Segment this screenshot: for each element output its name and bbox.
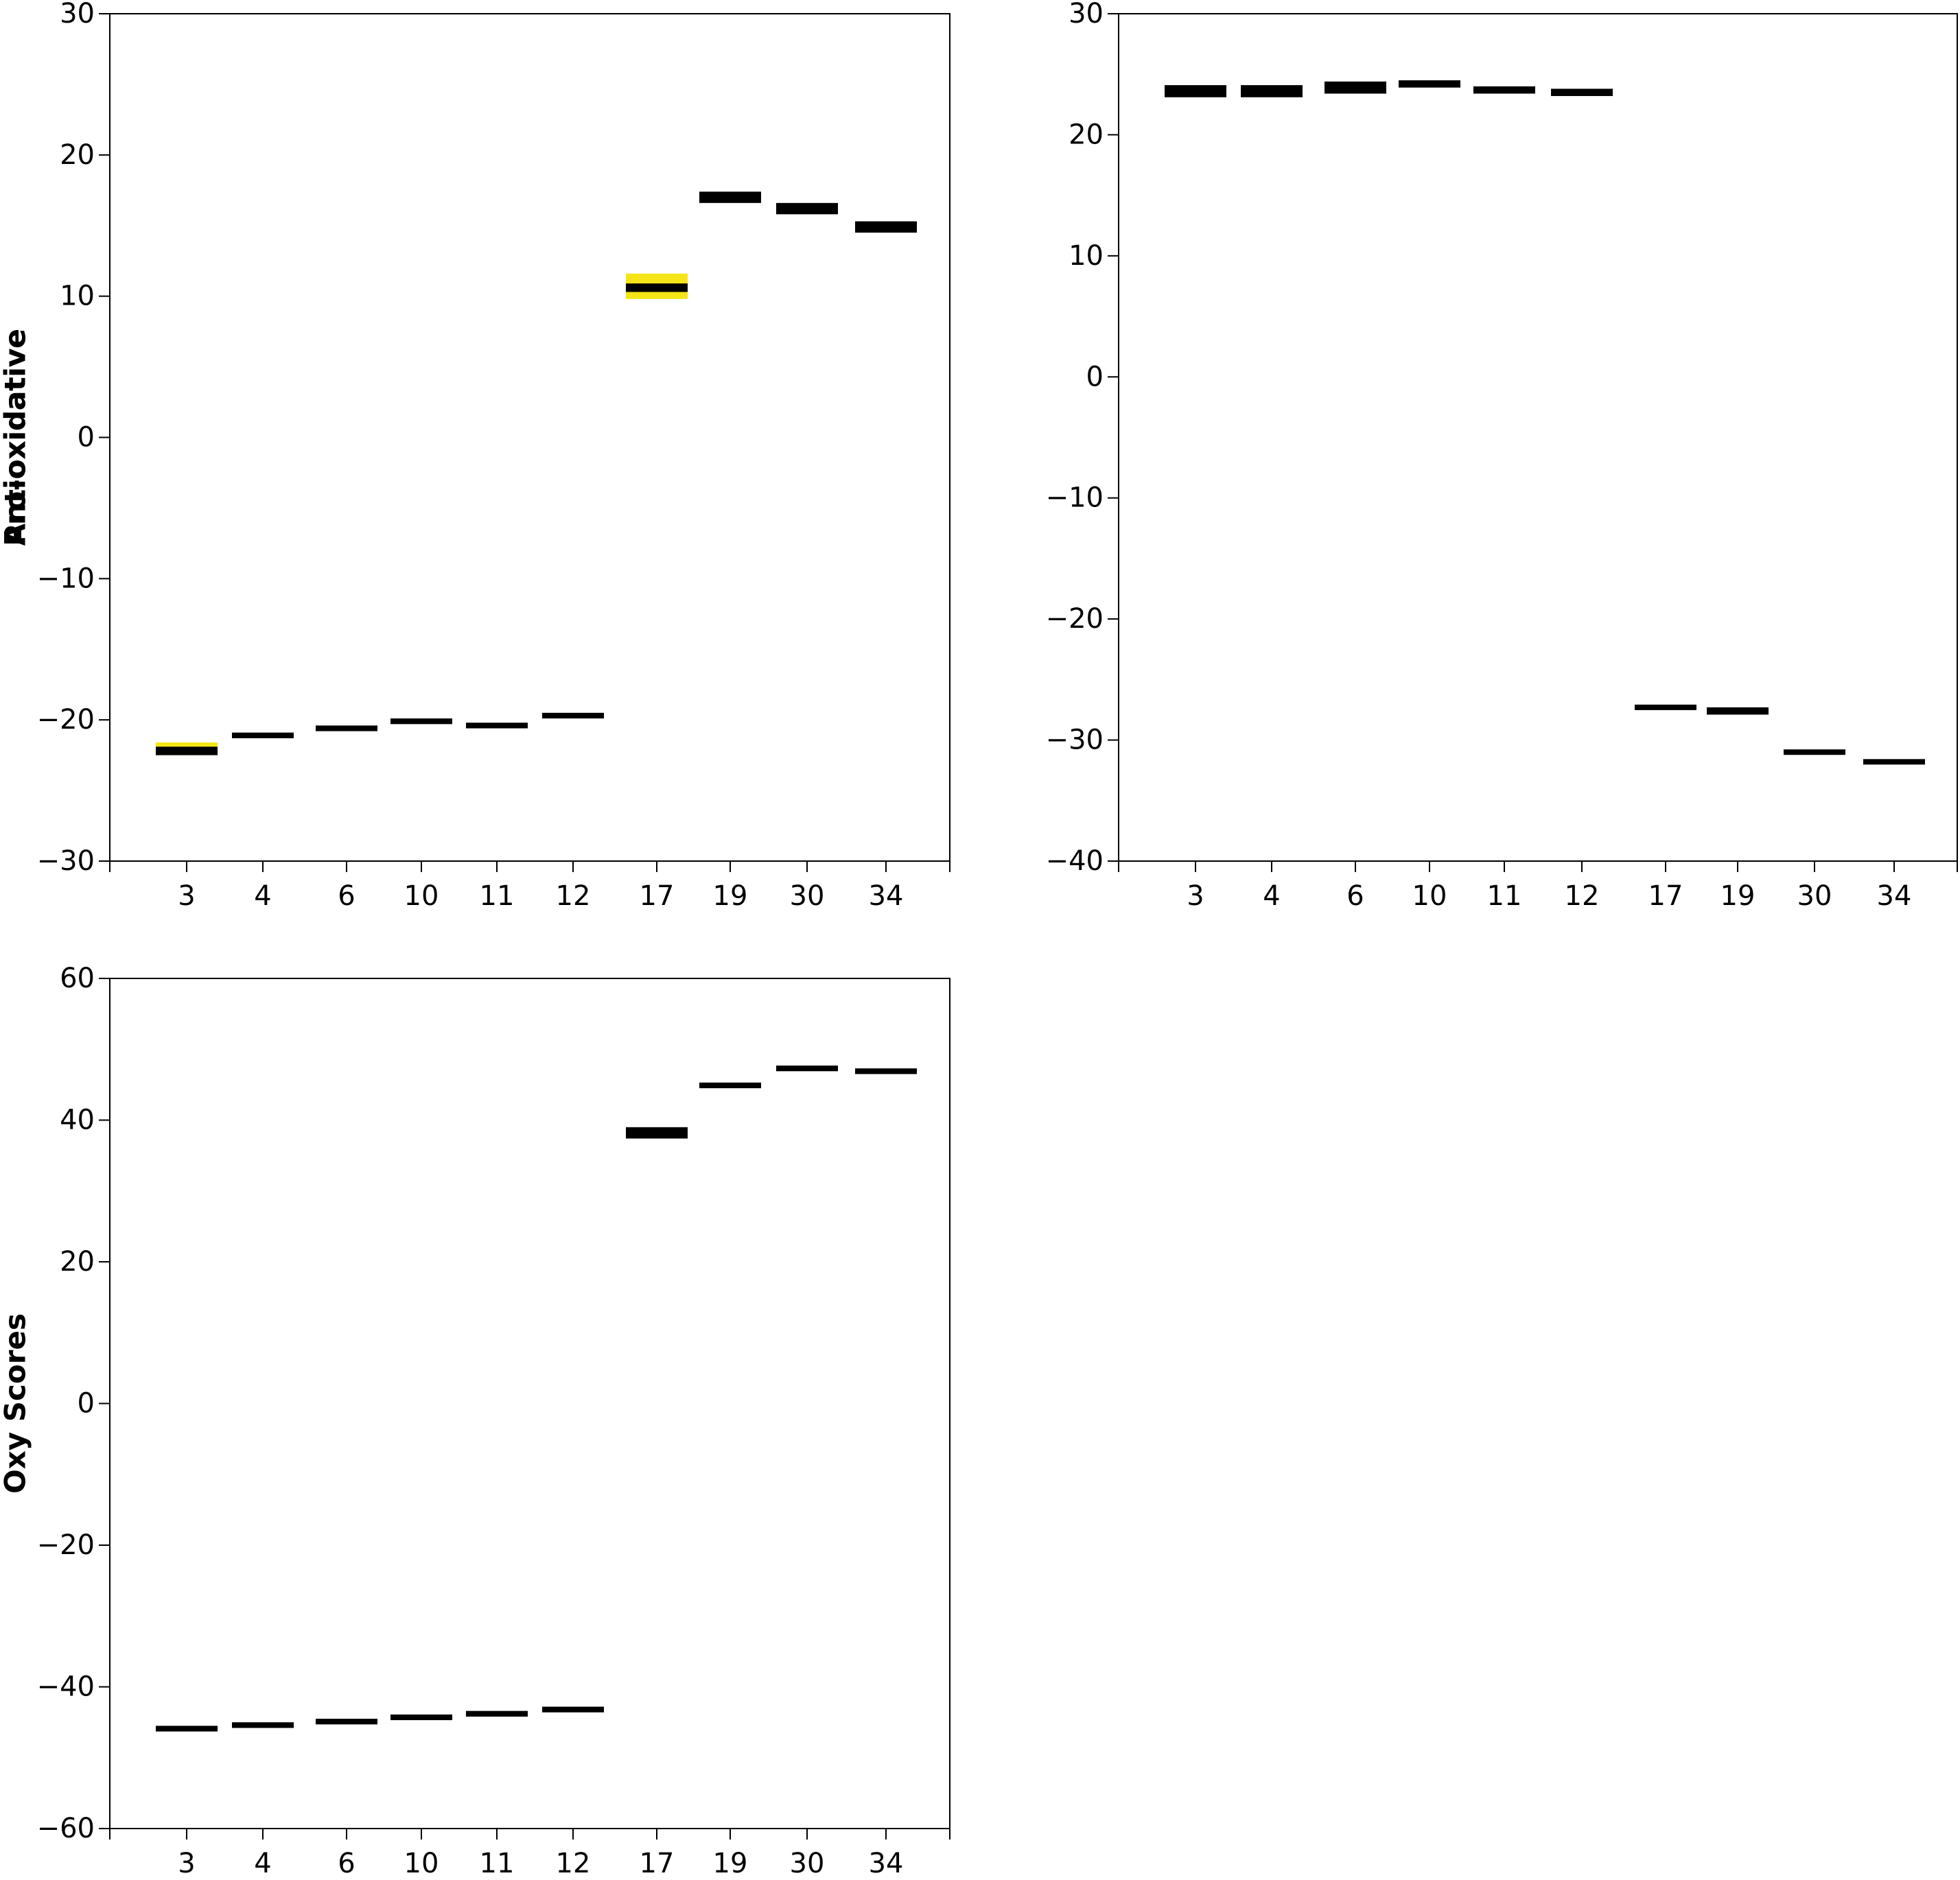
range-bar-19 <box>699 191 761 203</box>
range-bar-4 <box>1241 85 1303 97</box>
y-tick-label: 20 <box>1069 119 1104 150</box>
y-tick-label: −10 <box>1046 482 1104 514</box>
x-tick-label: 11 <box>480 1848 515 1879</box>
x-tick-label: 4 <box>254 1848 271 1879</box>
plot-frame <box>109 978 950 1829</box>
range-bar-10 <box>390 718 452 725</box>
range-bar-10 <box>1399 80 1460 88</box>
x-tick-label: 17 <box>640 880 675 912</box>
y-tick-label: 10 <box>60 281 95 312</box>
x-tick-label: 19 <box>713 880 748 912</box>
range-bar-11 <box>466 722 528 729</box>
y-tick-label: 30 <box>60 0 95 30</box>
x-tick-label: 30 <box>790 1848 825 1879</box>
x-tick-label: 12 <box>556 1848 591 1879</box>
y-tick-label: −40 <box>1046 845 1104 877</box>
y-axis-title: Pro-oxidative <box>0 329 32 546</box>
x-tick-label: 6 <box>1346 880 1364 912</box>
range-bar-12 <box>1551 89 1613 96</box>
y-tick-label: 30 <box>1069 0 1104 30</box>
y-tick-label: 20 <box>60 139 95 171</box>
range-bar-6 <box>1325 81 1386 94</box>
range-bar-17 <box>626 283 688 292</box>
range-bar-11 <box>1473 86 1535 94</box>
plot-frame <box>1118 13 1958 862</box>
y-tick-label: −30 <box>37 845 95 877</box>
x-tick-label: 30 <box>1797 880 1832 912</box>
y-tick-label: −40 <box>37 1671 95 1703</box>
y-tick-label: −20 <box>1046 603 1104 635</box>
range-bar-12 <box>542 712 604 719</box>
range-bar-3 <box>1165 85 1226 97</box>
y-tick-label: 0 <box>1086 361 1104 392</box>
x-tick-label: 34 <box>869 880 904 912</box>
range-bar-34 <box>855 1068 917 1074</box>
x-tick-label: 10 <box>404 1848 439 1879</box>
range-bar-17 <box>1635 704 1696 710</box>
x-tick-label: 6 <box>338 880 355 912</box>
x-tick-label: 6 <box>338 1848 355 1879</box>
range-bar-6 <box>316 1718 377 1725</box>
y-tick-label: −20 <box>37 1529 95 1561</box>
x-tick-label: 34 <box>869 1848 904 1879</box>
x-tick-label: 11 <box>480 880 515 912</box>
x-tick-label: 3 <box>178 1848 195 1879</box>
x-tick-label: 4 <box>254 880 271 912</box>
range-bar-34 <box>1863 759 1925 765</box>
range-bar-4 <box>232 1722 294 1728</box>
x-tick-label: 11 <box>1487 880 1522 912</box>
range-bar-4 <box>232 732 294 738</box>
x-tick-label: 30 <box>790 880 825 912</box>
x-tick-label: 3 <box>178 880 195 912</box>
y-tick-label: −20 <box>37 704 95 736</box>
x-tick-label: 12 <box>1565 880 1600 912</box>
range-bar-30 <box>1784 749 1845 755</box>
y-tick-label: 40 <box>60 1105 95 1136</box>
y-tick-label: 0 <box>78 1388 95 1420</box>
y-axis-title: Oxy Scores <box>0 1313 32 1494</box>
x-tick-label: 19 <box>713 1848 748 1879</box>
x-tick-label: 3 <box>1187 880 1204 912</box>
y-tick-label: 60 <box>60 963 95 994</box>
x-tick-label: 12 <box>556 880 591 912</box>
x-tick-label: 4 <box>1263 880 1280 912</box>
range-bar-3 <box>156 1726 218 1732</box>
range-bar-17 <box>626 1127 688 1139</box>
x-tick-label: 17 <box>640 1848 675 1879</box>
y-tick-label: −60 <box>37 1813 95 1844</box>
range-bar-3 <box>156 747 218 755</box>
range-bar-6 <box>316 725 377 731</box>
range-bar-34 <box>855 221 917 233</box>
y-tick-label: 0 <box>78 422 95 454</box>
range-bar-30 <box>776 202 838 215</box>
range-bar-11 <box>466 1711 528 1717</box>
x-tick-label: 34 <box>1877 880 1912 912</box>
x-tick-label: 17 <box>1648 880 1683 912</box>
y-tick-label: −30 <box>1046 725 1104 756</box>
y-tick-label: −10 <box>37 563 95 594</box>
x-tick-label: 10 <box>404 880 439 912</box>
y-tick-label: 20 <box>60 1246 95 1278</box>
range-bar-19 <box>699 1082 761 1089</box>
y-tick-label: 10 <box>1069 240 1104 272</box>
y-axis-title: Antioxidative <box>0 329 32 546</box>
range-bar-19 <box>1707 707 1769 715</box>
x-tick-label: 19 <box>1720 880 1755 912</box>
range-bar-10 <box>390 1714 452 1721</box>
range-bar-30 <box>776 1065 838 1072</box>
range-bar-12 <box>542 1706 604 1713</box>
x-tick-label: 10 <box>1412 880 1447 912</box>
